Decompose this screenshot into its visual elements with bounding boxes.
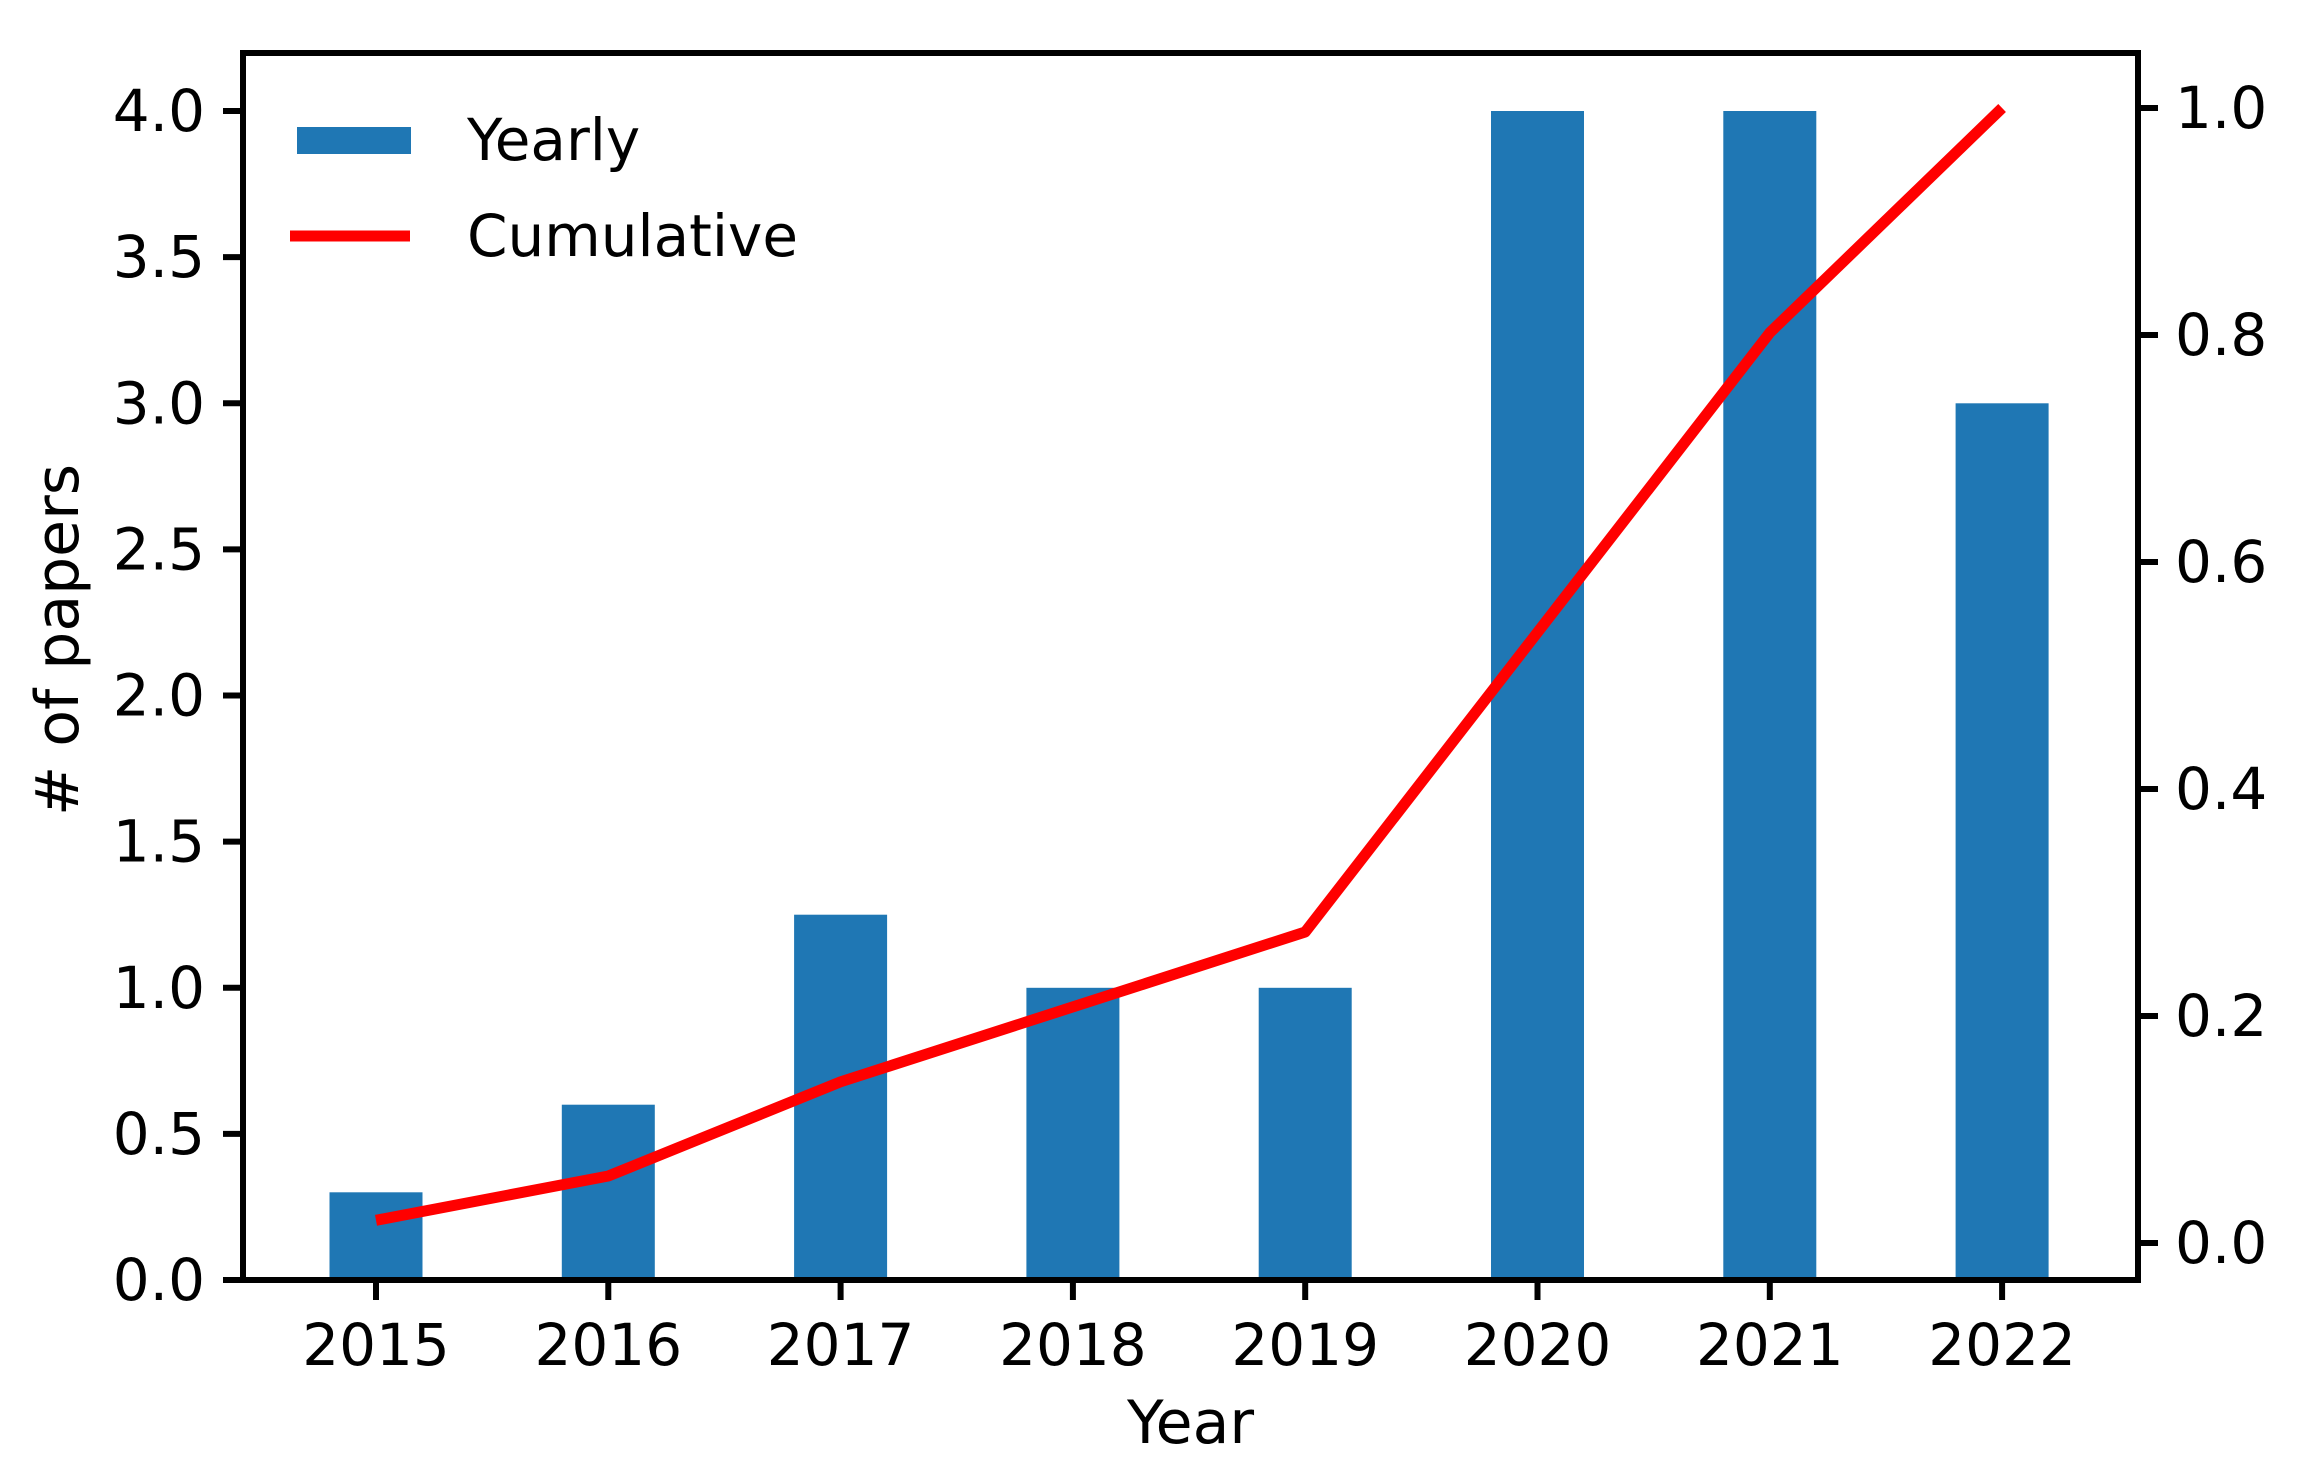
left-axis-tick-label: 2.0 bbox=[113, 662, 205, 730]
legend-swatch-yearly bbox=[297, 127, 411, 154]
legend-label-cumulative: Cumulative bbox=[467, 202, 798, 270]
left-axis-tick-label: 1.0 bbox=[113, 954, 205, 1022]
bar-2016 bbox=[561, 1104, 655, 1280]
bar-2018 bbox=[1026, 987, 1120, 1281]
left-axis-tick-label: 0.0 bbox=[113, 1246, 205, 1314]
cumulative-line bbox=[374, 104, 2006, 1226]
right-axis-tick-label: 1.0 bbox=[2175, 74, 2267, 142]
right-axis-tick-label: 0.4 bbox=[2175, 755, 2267, 823]
x-axis-tick-label: 2021 bbox=[1696, 1311, 1844, 1379]
y-axis-title: # of papers bbox=[23, 464, 93, 816]
left-axis-tick-label: 1.5 bbox=[113, 808, 205, 876]
bar-2019 bbox=[1258, 987, 1352, 1281]
bar-2020 bbox=[1491, 111, 1584, 1280]
x-axis-tick-label: 2019 bbox=[1231, 1311, 1379, 1379]
legend-label-yearly: Yearly bbox=[466, 106, 640, 174]
x-axis-tick-label: 2017 bbox=[767, 1311, 915, 1379]
left-axis-tick-label: 4.0 bbox=[113, 77, 205, 145]
right-axis-tick-label: 0.6 bbox=[2175, 528, 2267, 596]
bar-2015 bbox=[329, 1192, 423, 1280]
left-axis-tick-label: 3.0 bbox=[113, 369, 205, 437]
x-axis-tick-label: 2022 bbox=[1928, 1311, 2076, 1379]
plot-border bbox=[240, 50, 2141, 1283]
right-axis-tick-label: 0.8 bbox=[2175, 301, 2267, 369]
left-axis-tick-label: 3.5 bbox=[113, 223, 205, 291]
x-axis-tick-label: 2020 bbox=[1464, 1311, 1612, 1379]
left-axis-tick-label: 2.5 bbox=[113, 515, 205, 583]
x-axis-title: Year bbox=[1126, 1388, 1254, 1458]
x-axis-tick-label: 2016 bbox=[534, 1311, 682, 1379]
left-axis-tick-label: 0.5 bbox=[113, 1100, 205, 1168]
right-axis-tick-label: 0.0 bbox=[2175, 1209, 2267, 1277]
x-axis-tick-label: 2015 bbox=[302, 1311, 450, 1379]
x-axis-tick-label: 2018 bbox=[999, 1311, 1147, 1379]
right-axis-tick-label: 0.2 bbox=[2175, 982, 2267, 1050]
bar-2022 bbox=[1955, 403, 2049, 1281]
bar-2021 bbox=[1723, 111, 1817, 1280]
